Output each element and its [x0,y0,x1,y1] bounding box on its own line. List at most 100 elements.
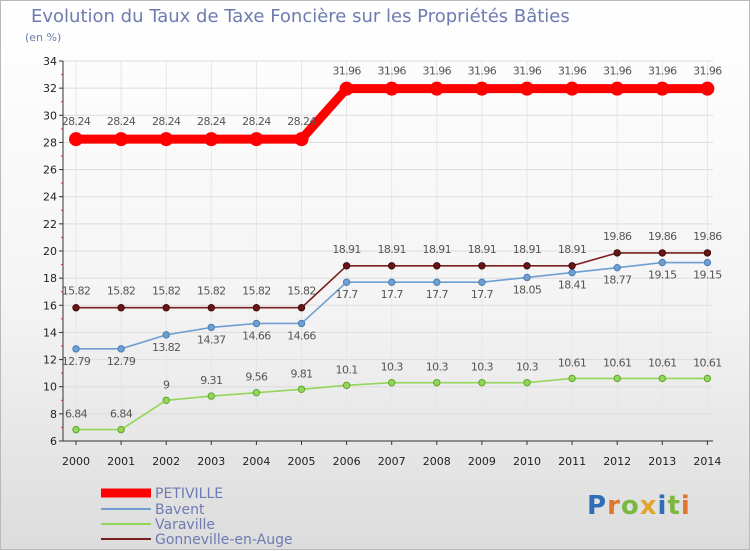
y-tick-label: 18 [43,272,57,285]
data-label: 13.82 [152,341,181,354]
legend-label: Gonneville-en-Auge [155,532,293,548]
x-tick-label: 2007 [378,455,406,468]
data-point [658,374,666,383]
data-point [568,268,576,277]
data-label: 12.79 [107,355,136,368]
data-label: 10.61 [558,356,587,369]
data-point [249,132,264,147]
data-point [342,381,351,390]
data-point [703,374,712,383]
data-label: 31.96 [377,65,406,78]
data-point [523,378,531,387]
chart-title: Evolution du Taux de Taxe Foncière sur l… [31,6,570,27]
data-point [610,81,625,96]
logo-letter: x [639,491,658,521]
y-tick-label: 20 [43,245,57,258]
data-point [478,378,486,387]
logo-letter: t [667,491,681,521]
data-point [613,374,621,383]
data-label: 31.96 [693,65,722,78]
data-label: 15.82 [197,285,226,298]
data-point [117,345,125,353]
data-label: 15.82 [287,285,316,298]
data-point [342,262,351,270]
data-point [204,132,219,147]
data-label: 10.3 [426,361,449,374]
data-label: 15.82 [107,285,136,298]
x-tick-label: 2014 [693,455,721,468]
data-label: 31.96 [468,65,497,78]
x-tick-label: 2009 [468,455,496,468]
data-point [478,278,486,286]
data-label: 28.24 [107,115,136,128]
data-label: 10.3 [471,361,494,374]
data-label: 28.24 [287,115,316,128]
data-point [523,273,531,282]
data-point [478,262,486,270]
data-point [700,81,715,96]
data-label: 31.96 [603,65,632,78]
data-label: 19.86 [648,230,677,243]
data-label: 18.41 [558,279,587,292]
data-point [565,81,580,96]
y-tick-label: 26 [43,164,57,177]
data-label: 6.84 [110,408,133,421]
x-tick-label: 2000 [62,455,90,468]
data-label: 15.82 [242,285,271,298]
data-point [72,304,80,312]
data-label: 17.7 [471,288,494,301]
x-tick-label: 2011 [558,455,586,468]
data-label: 18.91 [468,243,497,256]
x-tick-label: 2002 [152,455,180,468]
data-point [252,319,261,328]
data-point [568,262,576,270]
data-point [384,81,399,96]
data-point [297,319,306,328]
logo-letter: i [657,491,668,521]
y-tick-label: 10 [43,381,57,394]
logo-letter: r [607,491,621,521]
data-label: 10.61 [603,356,632,369]
y-tick-label: 32 [43,82,57,95]
data-label: 28.24 [62,115,91,128]
data-label: 14.66 [287,329,316,342]
data-label: 18.91 [513,243,542,256]
data-label: 19.86 [603,230,632,243]
data-label: 9.31 [200,374,222,387]
data-label: 14.66 [242,329,271,342]
data-point [474,81,489,96]
legend-label: Bavent [155,502,205,518]
x-tick-label: 2006 [333,455,361,468]
data-label: 31.96 [513,65,542,78]
data-label: 6.84 [65,408,88,421]
data-point [388,262,396,270]
data-point [429,81,444,96]
data-point [252,304,261,312]
data-point [613,263,621,272]
data-point [69,132,83,147]
data-label: 10.1 [336,363,358,376]
data-point [568,374,576,383]
data-point [388,378,396,387]
data-point [297,304,306,312]
data-label: 31.96 [423,65,452,78]
y-tick-label: 6 [50,435,57,448]
y-axis-unit: (en %) [25,31,62,44]
x-tick-label: 2013 [648,455,676,468]
data-label: 14.37 [197,333,226,346]
proxiti-logo: Proxiti [587,491,691,521]
y-tick-label: 12 [43,354,57,367]
data-point [658,258,666,267]
logo-letter: o [620,491,640,521]
data-label: 10.3 [516,361,539,374]
x-tick-label: 2008 [423,455,451,468]
data-point [117,304,125,312]
data-label: 28.24 [197,115,226,128]
data-label: 18.91 [558,243,587,256]
data-point [114,132,129,147]
data-label: 18.91 [377,243,406,256]
data-point [658,249,666,257]
data-label: 15.82 [62,285,91,298]
data-point [433,378,441,387]
